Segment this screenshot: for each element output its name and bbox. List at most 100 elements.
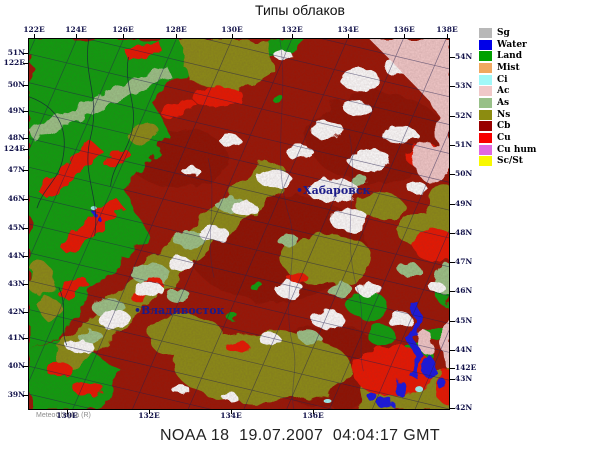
axis-label-right: 45N <box>455 316 473 325</box>
axis-label-left: 40N <box>7 361 25 370</box>
legend-swatch <box>479 86 492 97</box>
legend-label: Ns <box>497 109 511 120</box>
axis-label-bottom: 136E <box>302 411 324 420</box>
axis-label-left: 50N <box>7 80 25 89</box>
legend-label: Water <box>497 39 527 50</box>
legend-swatch <box>479 51 492 62</box>
legend-item: Cu hum <box>479 144 536 156</box>
axis-tick-left <box>23 170 28 171</box>
axis-label-top: 134E <box>337 25 359 34</box>
legend-swatch <box>479 27 492 38</box>
legend: Sg Water Land Mist Ci Ac As Ns Cb Cu Cu hum Sc/St <box>479 27 536 167</box>
axis-label-right: 51N <box>455 140 473 149</box>
axis-label-right: 47N <box>455 257 473 266</box>
axis-label-right: 50N <box>455 169 473 178</box>
legend-swatch <box>479 144 492 155</box>
axis-label-left: 48N <box>7 133 25 142</box>
axis-tick-left <box>23 199 28 200</box>
axis-tick-right <box>450 145 455 146</box>
cloud-classification-map <box>29 39 449 409</box>
axis-label-right: 44N <box>455 345 473 354</box>
caption: NOAA 18 19.07.2007 04:04:17 GMT <box>159 427 441 444</box>
axis-tick-right <box>450 57 455 58</box>
axis-label-right: 46N <box>455 286 473 295</box>
axis-label-top: 132E <box>281 25 303 34</box>
axis-tick-top <box>404 34 405 38</box>
legend-swatch <box>479 62 492 73</box>
axis-tick-right <box>450 262 455 263</box>
axis-label-left: 47N <box>7 165 25 174</box>
axis-label-right: 48N <box>455 228 473 237</box>
axis-tick-right <box>450 291 455 292</box>
axis-tick-bottom <box>67 410 68 414</box>
axis-tick-left <box>23 53 28 54</box>
legend-label: Cu hum <box>497 144 537 155</box>
axis-label-top: 130E <box>221 25 243 34</box>
legend-label: Ac <box>497 86 510 97</box>
axis-label-right: 42N <box>455 403 473 412</box>
axis-tick-bottom <box>231 410 232 414</box>
city-label: •Владивосток <box>134 304 225 317</box>
axis-tick-left <box>23 228 28 229</box>
axis-tick-right <box>450 204 455 205</box>
axis-tick-right <box>450 368 455 369</box>
axis-tick-left <box>23 111 28 112</box>
legend-item: Land <box>479 50 536 62</box>
axis-label-right: 142E <box>455 363 477 372</box>
speckle-noise-overlay <box>29 39 449 409</box>
legend-label: Ci <box>497 74 508 85</box>
axis-tick-left <box>23 395 28 396</box>
legend-item: As <box>479 97 536 109</box>
axis-label-left: 44N <box>7 251 25 260</box>
axis-label-bottom: 130E <box>56 411 78 420</box>
city-label: •Хабаровск <box>296 184 371 197</box>
page-title: Типы облаков <box>255 2 345 18</box>
legend-item: Water <box>479 39 536 51</box>
axis-label-top: 124E <box>65 25 87 34</box>
axis-tick-right <box>450 408 455 409</box>
legend-item: Cu <box>479 132 536 144</box>
axis-label-left: 42N <box>7 307 25 316</box>
axis-tick-top <box>292 34 293 38</box>
axis-label-top: 136E <box>393 25 415 34</box>
axis-tick-left <box>23 256 28 257</box>
axis-tick-left <box>23 338 28 339</box>
axis-label-left: 51N <box>7 48 25 57</box>
axis-tick-right <box>450 86 455 87</box>
axis-tick-left <box>23 138 28 139</box>
axis-label-left: 45N <box>7 223 25 232</box>
legend-swatch <box>479 74 492 85</box>
axis-label-left: 46N <box>7 194 25 203</box>
legend-item: Sg <box>479 27 536 39</box>
legend-swatch <box>479 156 492 167</box>
legend-item: Mist <box>479 62 536 74</box>
axis-tick-right <box>450 174 455 175</box>
axis-label-top: 128E <box>165 25 187 34</box>
axis-tick-right <box>450 116 455 117</box>
axis-label-bottom: 134E <box>220 411 242 420</box>
legend-swatch <box>479 121 492 132</box>
legend-label: Cu <box>497 133 511 144</box>
axis-label-left: 43N <box>7 279 25 288</box>
legend-swatch <box>479 109 492 120</box>
legend-swatch <box>479 97 492 108</box>
legend-label: Mist <box>497 62 520 73</box>
legend-label: As <box>497 97 510 108</box>
legend-item: Sc/St <box>479 156 536 168</box>
axis-tick-left <box>23 284 28 285</box>
axis-tick-right <box>450 350 455 351</box>
axis-label-left: 122E <box>3 58 25 67</box>
axis-tick-top <box>348 34 349 38</box>
axis-label-top: 122E <box>23 25 45 34</box>
legend-label: Sg <box>497 27 510 38</box>
axis-tick-right <box>450 379 455 380</box>
legend-item: Ac <box>479 85 536 97</box>
axis-label-right: 43N <box>455 374 473 383</box>
axis-tick-right <box>450 321 455 322</box>
axis-label-left: 39N <box>7 390 25 399</box>
legend-item: Ci <box>479 74 536 86</box>
axis-tick-top <box>123 34 124 38</box>
axis-tick-left <box>23 85 28 86</box>
axis-label-right: 53N <box>455 81 473 90</box>
